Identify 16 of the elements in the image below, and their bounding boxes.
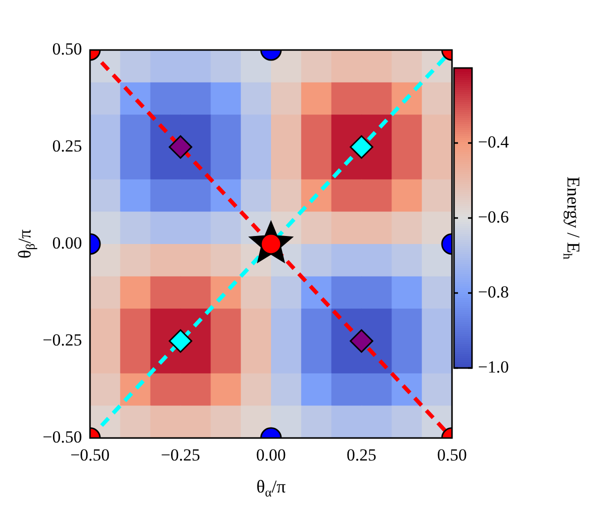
y-tick-label: 0.00 (52, 233, 82, 252)
x-tick-label: 0.50 (437, 446, 467, 465)
x-tick-label: −0.50 (70, 446, 110, 465)
y-tick-label: −0.25 (42, 330, 82, 350)
x-tick-label: −0.25 (160, 446, 200, 465)
color-bar-label: −1.0 (478, 357, 509, 376)
x-tick-label: 0.00 (256, 446, 286, 465)
x-tick-label: 0.25 (346, 446, 376, 465)
y-axis-title: θβ/π (14, 229, 38, 259)
color-bar-label: −0.6 (478, 207, 509, 226)
y-tick-label: 0.50 (52, 39, 82, 58)
color-bar-label: −0.8 (478, 282, 509, 302)
color-bar-title: Energy / Eh (560, 176, 584, 260)
y-tick-label: 0.25 (52, 136, 82, 156)
y-tick-label: −0.50 (42, 427, 82, 446)
color-bar-label: −0.4 (478, 132, 510, 152)
